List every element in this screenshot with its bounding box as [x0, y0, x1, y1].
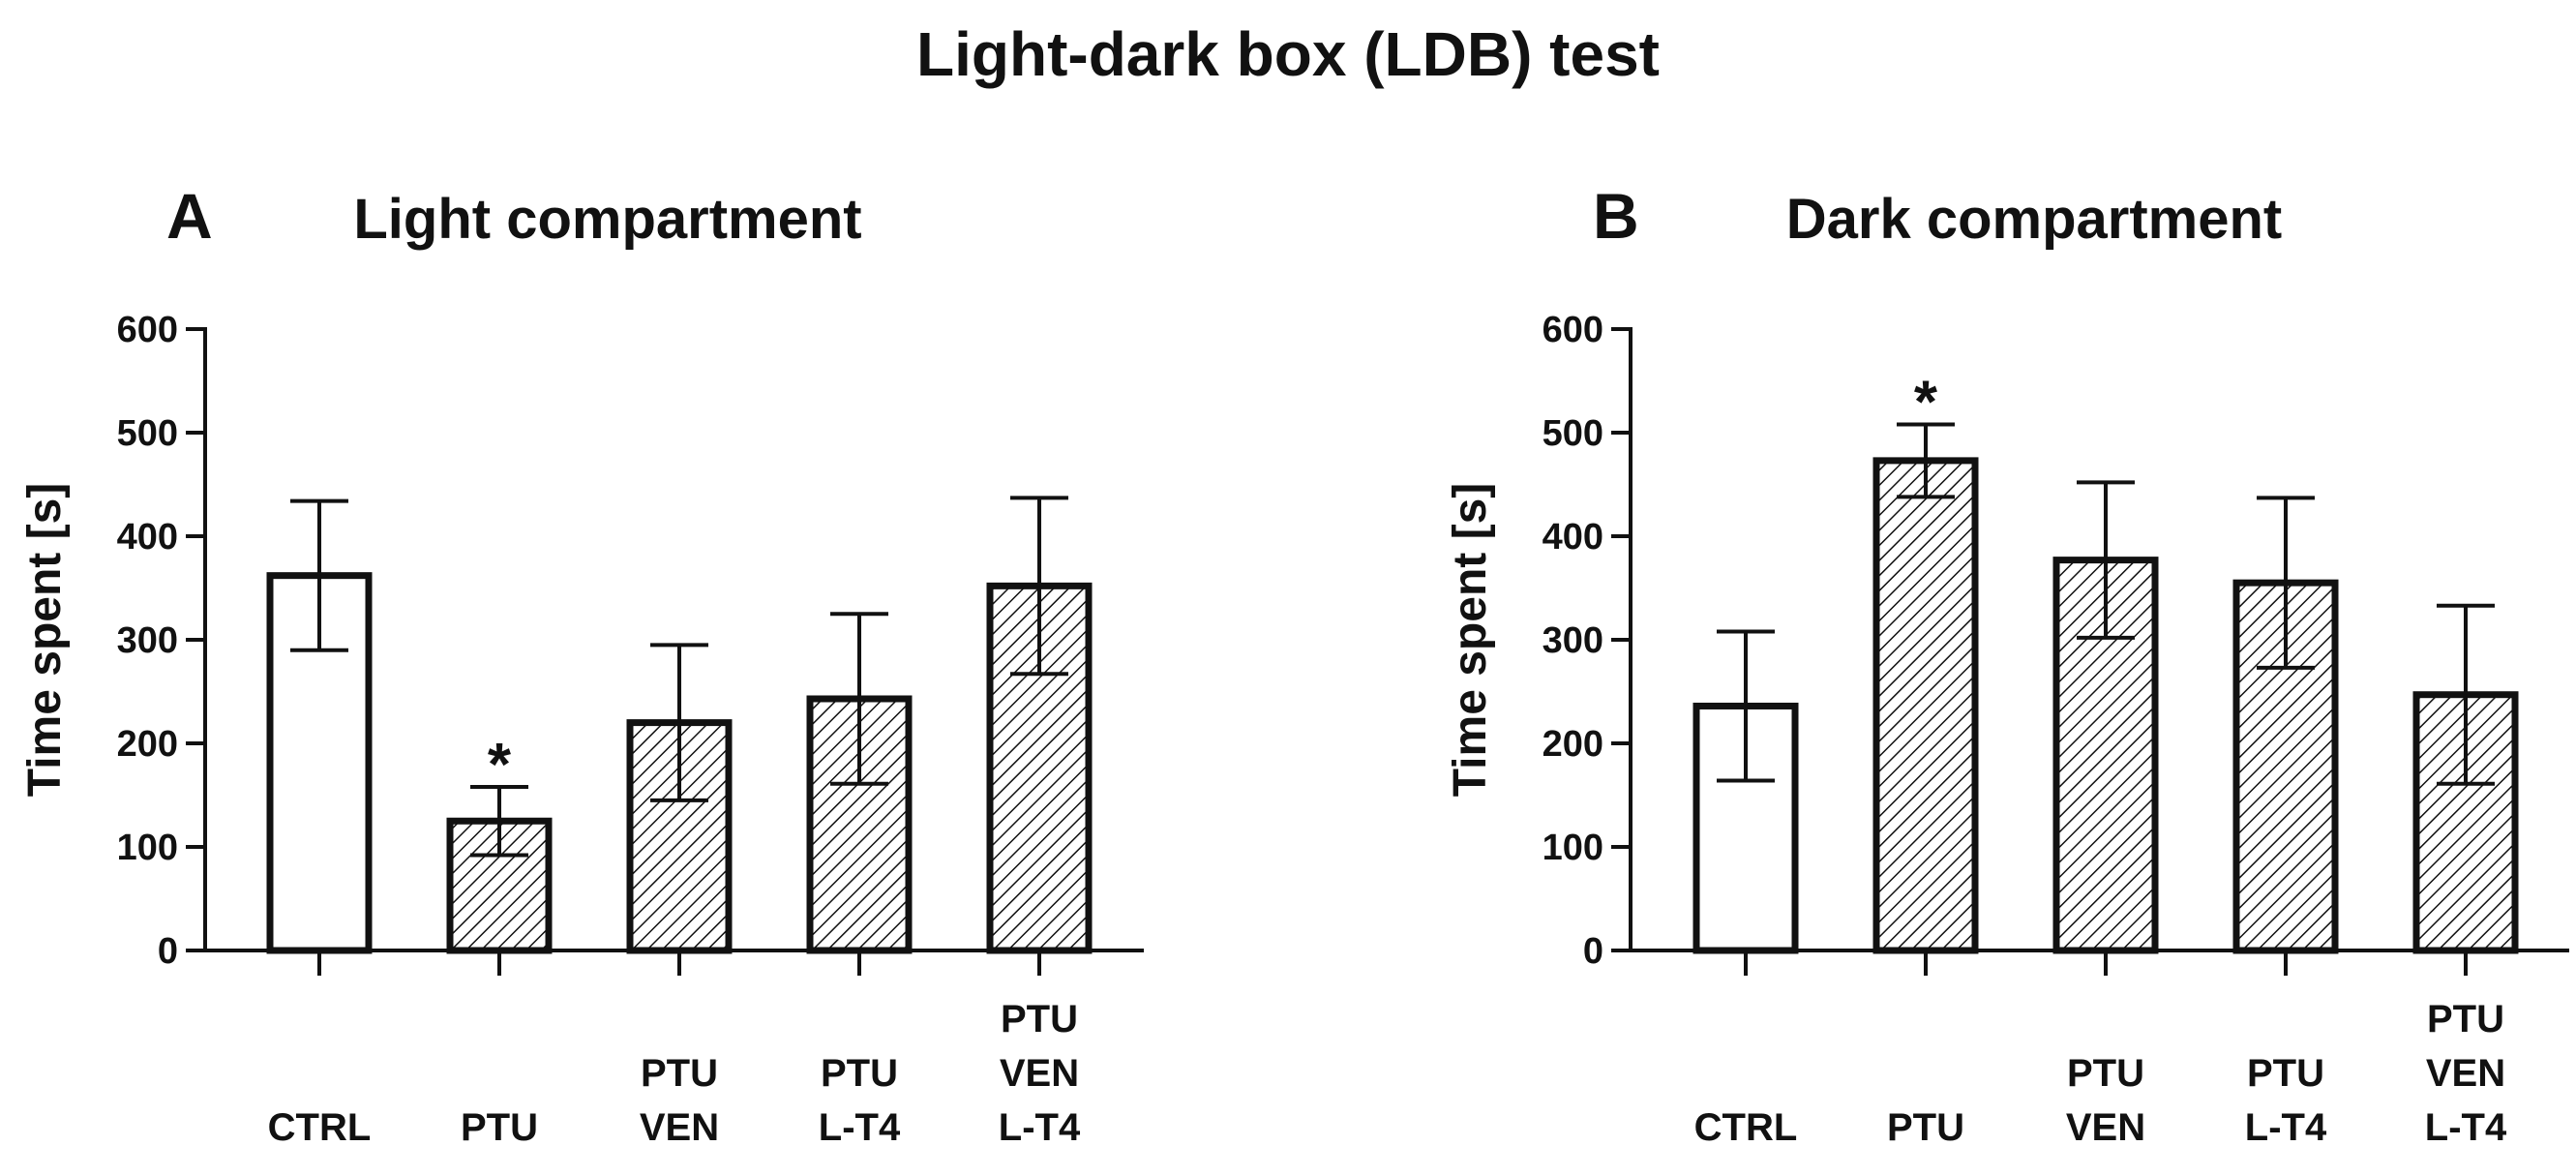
y-tick-label-b: 600	[1543, 310, 1603, 350]
y-tick-label-a: 400	[117, 517, 178, 558]
y-axis-label-a: Time spent [s]	[19, 483, 71, 798]
x-category-label-a: PTU	[641, 1052, 718, 1095]
x-category-label-b: PTU	[1887, 1106, 1964, 1149]
panel-title-b: Dark compartment	[1786, 188, 2282, 251]
y-tick-label-a: 600	[117, 310, 178, 350]
y-tick-label-a: 0	[158, 931, 178, 972]
x-category-label-a: PTU	[821, 1052, 898, 1095]
y-tick-label-b: 200	[1543, 724, 1603, 765]
y-tick-label-b: 500	[1543, 413, 1603, 454]
x-category-label-b: PTU	[2067, 1052, 2144, 1095]
panel-letter-b: B	[1593, 180, 1639, 252]
x-category-label-b: PTU	[2247, 1052, 2324, 1095]
y-tick-label-b: 0	[1583, 931, 1603, 972]
bar-a	[266, 572, 373, 954]
y-tick-label-a: 500	[117, 413, 178, 454]
x-category-label-b: VEN	[2066, 1106, 2145, 1149]
x-category-label-b: VEN	[2426, 1052, 2505, 1095]
x-category-label-a: L-T4	[999, 1106, 1081, 1149]
figure-title: Light-dark box (LDB) test	[916, 19, 1660, 89]
bar-b	[1872, 457, 1979, 954]
x-category-label-a: L-T4	[819, 1106, 901, 1149]
panel-title-a: Light compartment	[353, 188, 861, 251]
x-category-label-a: VEN	[640, 1106, 719, 1149]
x-category-label-b: L-T4	[2245, 1106, 2327, 1149]
x-category-label-a: PTU	[461, 1106, 538, 1149]
y-tick-label-b: 400	[1543, 517, 1603, 558]
x-category-label-b: L-T4	[2425, 1106, 2507, 1149]
y-tick-label-b: 300	[1543, 620, 1603, 661]
y-tick-label-a: 200	[117, 724, 178, 765]
y-tick-label-a: 300	[117, 620, 178, 661]
x-category-label-b: PTU	[2427, 998, 2504, 1040]
x-category-label-a: VEN	[1000, 1052, 1079, 1095]
panel-b: B Dark compartment Time spent [s] 0 100 200 30…	[1445, 180, 2569, 1149]
significance-marker-a: *	[488, 732, 512, 799]
x-category-label-a: CTRL	[268, 1106, 372, 1149]
panel-a: A Light compartment Time spent [s] 0 100 200 3…	[19, 180, 1144, 1149]
y-axis-label-b: Time spent [s]	[1445, 483, 1496, 798]
y-tick-label-a: 100	[117, 828, 178, 868]
panel-letter-a: A	[166, 180, 213, 252]
x-category-label-b: CTRL	[1694, 1106, 1798, 1149]
significance-marker-b: *	[1914, 369, 1938, 436]
x-category-label-a: PTU	[1001, 998, 1078, 1040]
y-tick-label-b: 100	[1543, 828, 1603, 868]
